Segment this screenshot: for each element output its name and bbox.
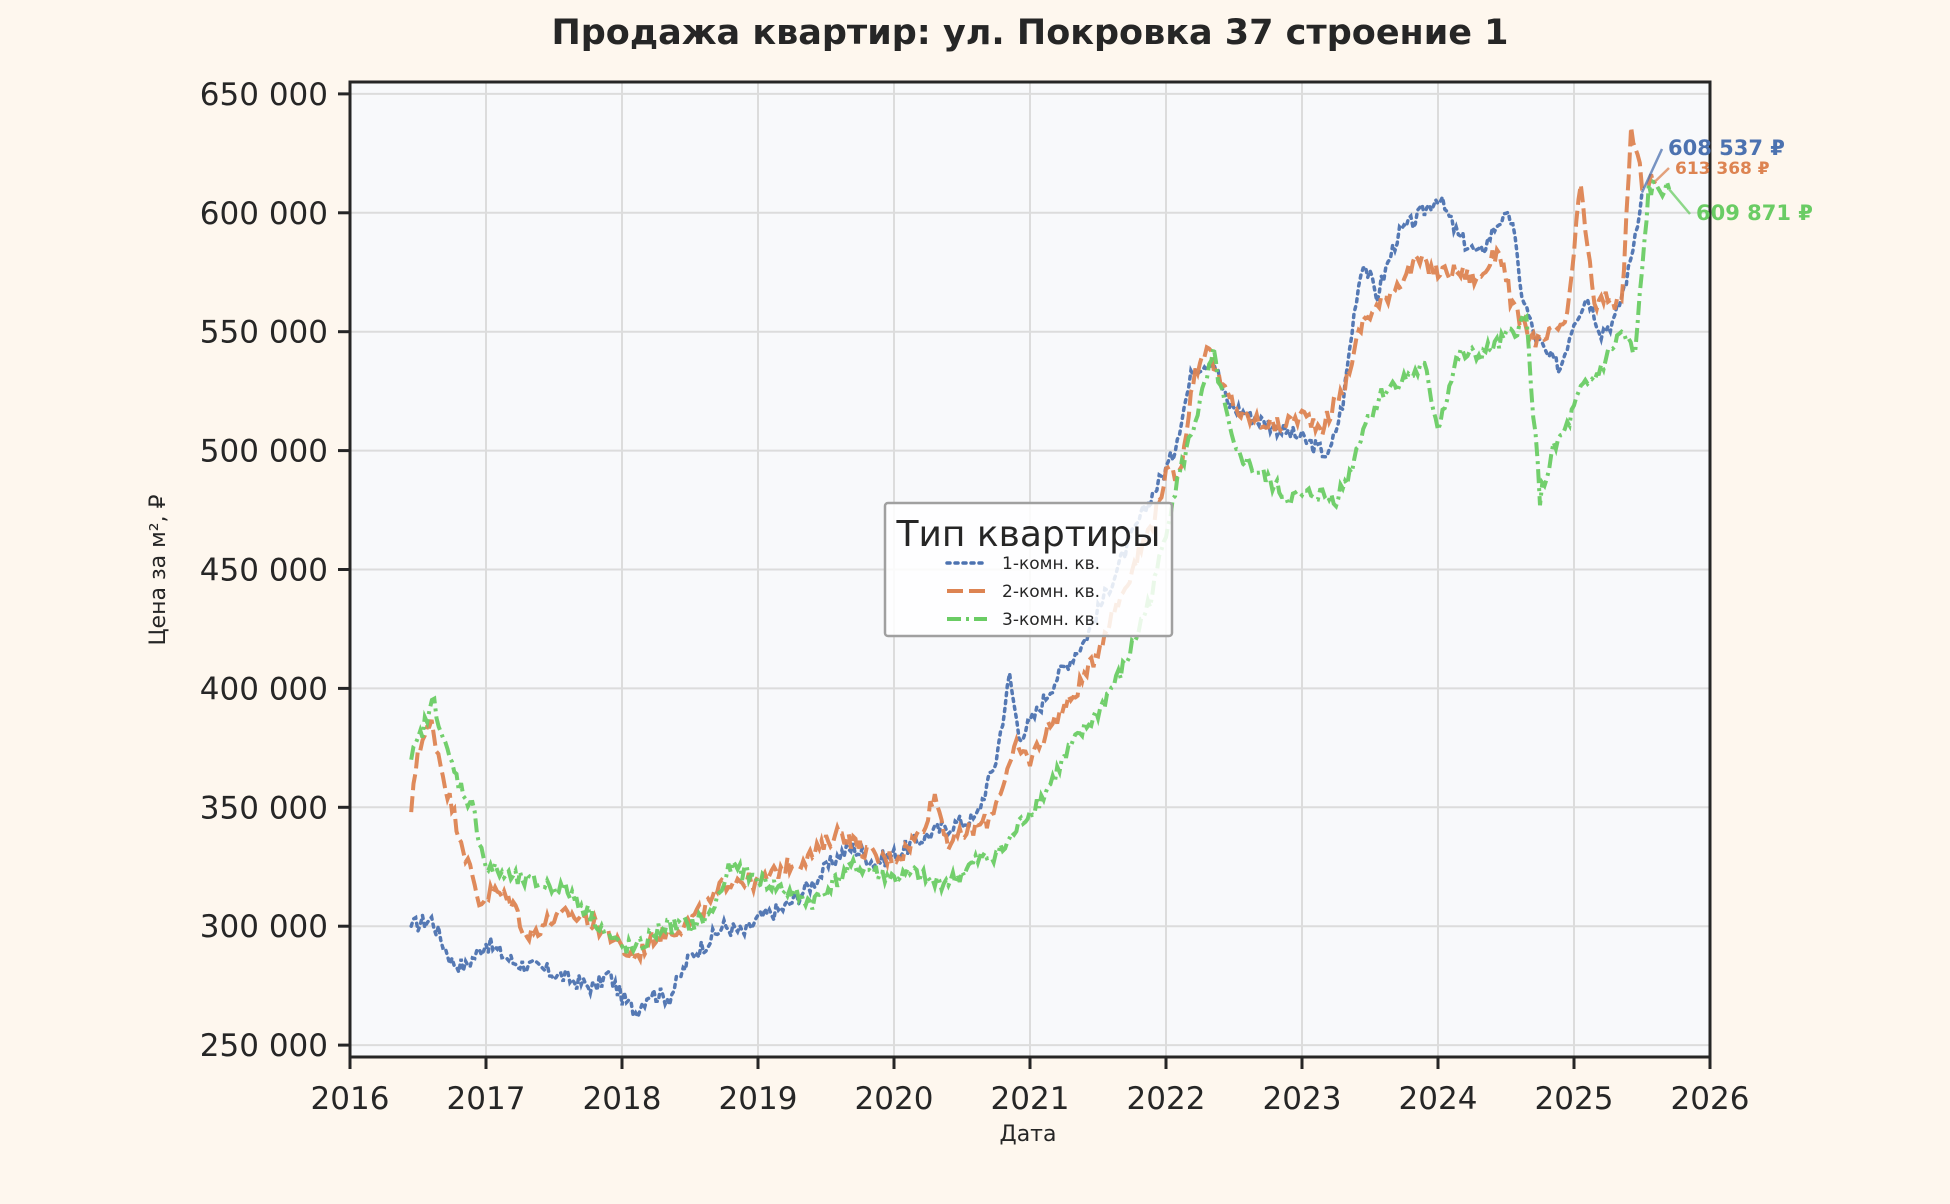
x-tick-label: 2022 xyxy=(1127,1081,1206,1117)
y-tick-label: 500 000 xyxy=(200,434,328,470)
y-axis-label: Цена за м², ₽ xyxy=(146,494,171,645)
x-tick-label: 2016 xyxy=(311,1081,390,1117)
x-tick-label: 2019 xyxy=(719,1081,798,1117)
legend-entry-label: 2-комн. кв. xyxy=(1002,582,1100,602)
legend-entry-label: 3-комн. кв. xyxy=(1002,610,1100,630)
series-layer xyxy=(409,126,1672,1022)
annotation-label: 609 871 ₽ xyxy=(1696,201,1813,225)
annotation-label: 608 537 ₽ xyxy=(1668,136,1785,160)
annotations: 608 537 ₽613 368 ₽ 609 871 ₽ xyxy=(1640,136,1813,225)
y-axis: 250 000 300 000 350 000 400 000 450 000 500 0… xyxy=(200,77,350,1064)
annotation-arrow xyxy=(1654,167,1670,182)
x-axis-label: Дата xyxy=(1000,1122,1057,1147)
y-tick-label: 550 000 xyxy=(200,315,328,351)
legend-title: Тип квартиры xyxy=(896,514,1161,555)
x-tick-label: 2020 xyxy=(855,1081,934,1117)
x-tick-label: 2018 xyxy=(583,1081,662,1117)
annotation-arrow xyxy=(1640,148,1664,194)
x-tick-label: 2023 xyxy=(1263,1081,1342,1117)
y-tick-label: 250 000 xyxy=(200,1028,328,1064)
x-tick-label: 2021 xyxy=(991,1081,1070,1117)
chart-title: Продажа квартир: ул. Покровка 37 строени… xyxy=(551,13,1508,53)
x-tick-label: 2026 xyxy=(1671,1081,1750,1117)
legend-box xyxy=(883,501,1174,638)
y-tick-label: 400 000 xyxy=(200,671,328,707)
y-tick-label: 600 000 xyxy=(200,196,328,232)
annotation-arrow xyxy=(1668,188,1691,215)
x-tick-label: 2025 xyxy=(1535,1081,1614,1117)
y-tick-label: 350 000 xyxy=(200,790,328,826)
y-tick-label: 450 000 xyxy=(200,553,328,589)
x-tick-label: 2024 xyxy=(1399,1081,1478,1117)
y-tick-label: 650 000 xyxy=(200,77,328,113)
legend-entry-label: 1-комн. кв. xyxy=(1002,554,1100,574)
x-axis: 2016 2017 2018 2019 2020 2021 2022 2023 2024 2025… xyxy=(311,1057,1750,1117)
y-tick-label: 300 000 xyxy=(200,909,328,945)
x-tick-label: 2017 xyxy=(447,1081,526,1117)
series-line-1 xyxy=(409,190,1644,1022)
annotation-label: 613 368 ₽ xyxy=(1675,159,1770,179)
